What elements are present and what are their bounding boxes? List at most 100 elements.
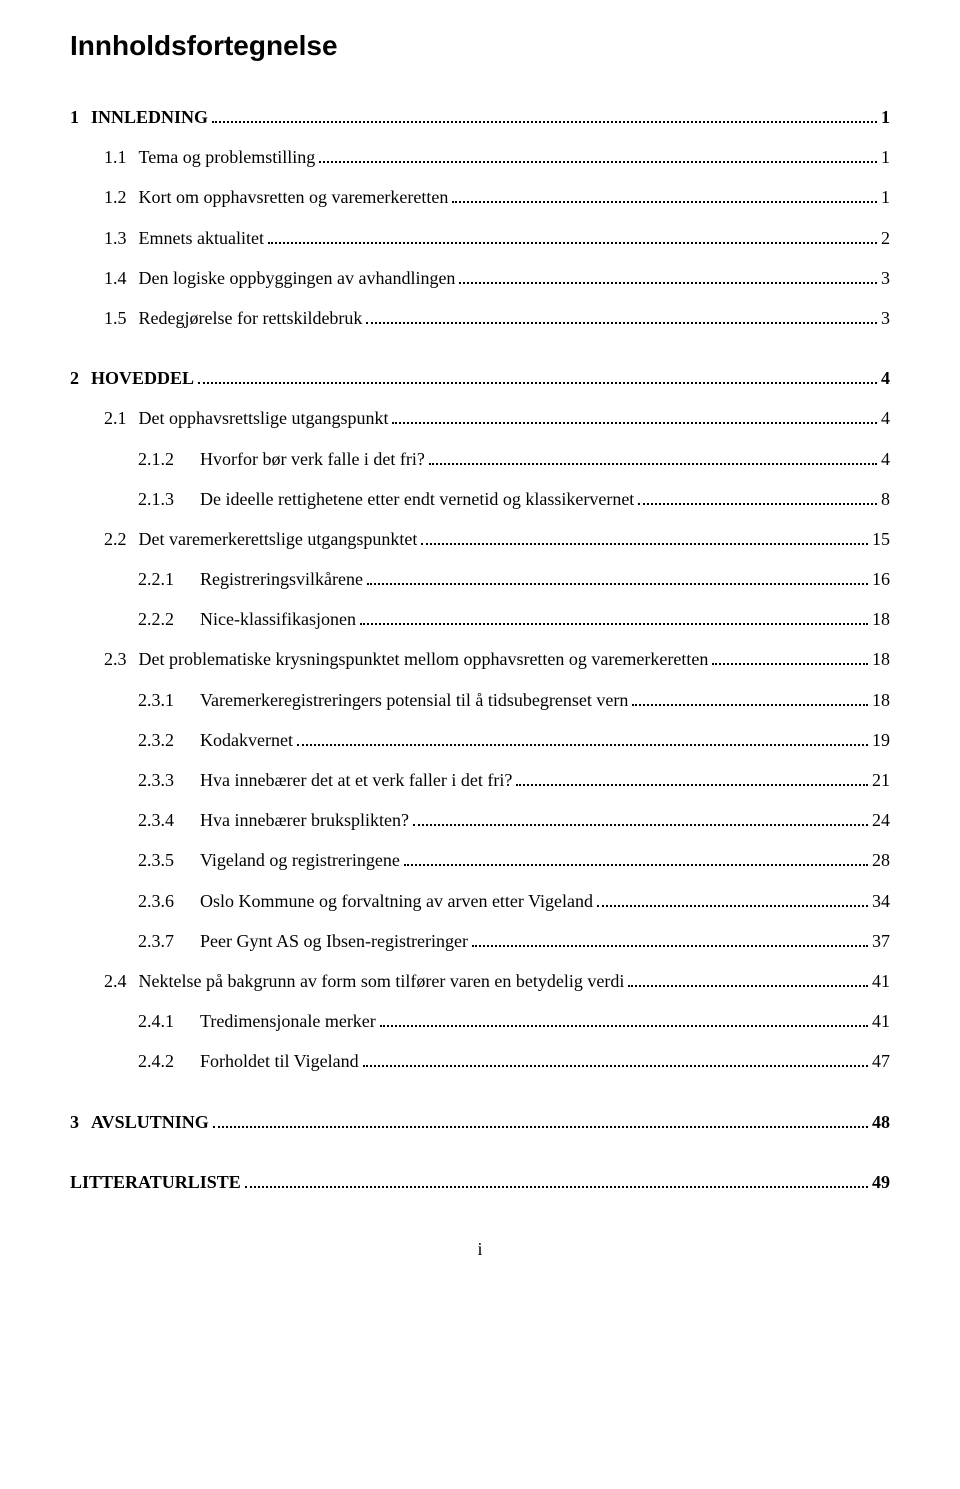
toc-page: 49 bbox=[872, 1165, 890, 1199]
toc-label: Redegjørelse for rettskildebruk bbox=[139, 301, 363, 335]
toc-number: 1.2 bbox=[104, 180, 127, 214]
toc-number: 2.1.2 bbox=[138, 442, 188, 476]
toc-page: 4 bbox=[881, 361, 890, 395]
dot-leader bbox=[472, 931, 868, 947]
toc-entry: 2.2.2 Nice-klassifikasjonen 18 bbox=[70, 602, 890, 636]
toc-label: Det varemerkerettslige utgangspunktet bbox=[139, 522, 418, 556]
dot-leader bbox=[712, 649, 868, 665]
toc-entry: 1.4Den logiske oppbyggingen av avhandlin… bbox=[70, 261, 890, 295]
toc-number: 1.3 bbox=[104, 221, 127, 255]
dot-leader bbox=[198, 368, 877, 384]
page-number: i bbox=[70, 1239, 890, 1260]
toc-number: 2.4.2 bbox=[138, 1044, 188, 1078]
dot-leader bbox=[360, 609, 868, 625]
toc-label: AVSLUTNING bbox=[91, 1105, 209, 1139]
dot-leader bbox=[429, 448, 877, 464]
toc-page: 28 bbox=[872, 843, 890, 877]
toc-page: 3 bbox=[881, 261, 890, 295]
toc-label: Kodakvernet bbox=[200, 723, 293, 757]
toc-entry: 2.3.4Hva innebærer bruksplikten?24 bbox=[70, 803, 890, 837]
toc-number: 2.2.1 bbox=[138, 562, 188, 596]
toc-page: 34 bbox=[872, 884, 890, 918]
toc-page: 1 bbox=[881, 100, 890, 134]
toc-page: 41 bbox=[872, 964, 890, 998]
toc-entry: 1.2Kort om opphavsretten og varemerkeret… bbox=[70, 180, 890, 214]
section-gap bbox=[70, 341, 890, 361]
toc-label: LITTERATURLISTE bbox=[70, 1165, 241, 1199]
toc-page: 2 bbox=[881, 221, 890, 255]
toc-number: 1.4 bbox=[104, 261, 127, 295]
toc-page: 37 bbox=[872, 924, 890, 958]
toc-entry: 2.3.7 Peer Gynt AS og Ibsen-registreringe… bbox=[70, 924, 890, 958]
toc-page: 24 bbox=[872, 803, 890, 837]
toc-entry: 1.3 Emnets aktualitet 2 bbox=[70, 221, 890, 255]
dot-leader bbox=[413, 810, 868, 826]
dot-leader bbox=[268, 227, 877, 243]
toc-page: 41 bbox=[872, 1004, 890, 1038]
toc-number: 2.4 bbox=[104, 964, 127, 998]
toc-entry: 2.4.2Forholdet til Vigeland47 bbox=[70, 1044, 890, 1078]
toc-entry: 2.3.3 Hva innebærer det at et verk faller… bbox=[70, 763, 890, 797]
toc-number: 2.3.3 bbox=[138, 763, 188, 797]
toc-number: 2.3.7 bbox=[138, 924, 188, 958]
toc-number: 2.3.1 bbox=[138, 683, 188, 717]
toc-number: 2.2.2 bbox=[138, 602, 188, 636]
toc-label: De ideelle rettighetene etter endt verne… bbox=[200, 482, 634, 516]
toc-entry: 2.1Det opphavsrettslige utgangspunkt4 bbox=[70, 401, 890, 435]
section-gap bbox=[70, 1085, 890, 1105]
toc-label: Emnets aktualitet bbox=[139, 221, 264, 255]
dot-leader bbox=[212, 107, 877, 123]
toc-page: 8 bbox=[881, 482, 890, 516]
toc-page: 4 bbox=[881, 442, 890, 476]
toc-label: Tredimensjonale merker bbox=[200, 1004, 376, 1038]
toc-number: 1.5 bbox=[104, 301, 127, 335]
toc-number: 3 bbox=[70, 1105, 79, 1139]
toc-label: Registreringsvilkårene bbox=[200, 562, 363, 596]
toc-label: Nice-klassifikasjonen bbox=[200, 602, 356, 636]
toc-page: 16 bbox=[872, 562, 890, 596]
toc-entry: 2.3.1Varemerkeregistreringers potensial … bbox=[70, 683, 890, 717]
toc-entry: 2.4 Nektelse på bakgrunn av form som tilf… bbox=[70, 964, 890, 998]
toc-label: INNLEDNING bbox=[91, 100, 208, 134]
dot-leader bbox=[297, 730, 868, 746]
toc-number: 2 bbox=[70, 361, 79, 395]
toc-page: 19 bbox=[872, 723, 890, 757]
dot-leader bbox=[638, 489, 877, 505]
toc-number: 2.3.5 bbox=[138, 843, 188, 877]
toc-label: Oslo Kommune og forvaltning av arven ett… bbox=[200, 884, 593, 918]
toc-page: 48 bbox=[872, 1105, 890, 1139]
toc-number: 2.3 bbox=[104, 642, 127, 676]
toc-entry: 3 AVSLUTNING 48 bbox=[70, 1105, 890, 1139]
dot-leader bbox=[628, 971, 868, 987]
dot-leader bbox=[404, 850, 868, 866]
toc-label: Peer Gynt AS og Ibsen-registreringer bbox=[200, 924, 468, 958]
dot-leader bbox=[363, 1051, 868, 1067]
table-of-contents: 1 INNLEDNING 1 1.1Tema og problemstilling1 1… bbox=[70, 100, 890, 1199]
dot-leader bbox=[459, 268, 877, 284]
dot-leader bbox=[421, 529, 868, 545]
dot-leader bbox=[516, 770, 868, 786]
dot-leader bbox=[597, 890, 868, 906]
dot-leader bbox=[319, 147, 877, 163]
toc-entry: LITTERATURLISTE 49 bbox=[70, 1165, 890, 1199]
toc-page: 1 bbox=[881, 180, 890, 214]
toc-entry: 2.4.1 Tredimensjonale merker 41 bbox=[70, 1004, 890, 1038]
toc-number: 2.3.6 bbox=[138, 884, 188, 918]
toc-entry: 1.1Tema og problemstilling1 bbox=[70, 140, 890, 174]
toc-page: 18 bbox=[872, 602, 890, 636]
toc-label: Nektelse på bakgrunn av form som tilføre… bbox=[139, 964, 625, 998]
toc-number: 1 bbox=[70, 100, 79, 134]
section-gap bbox=[70, 1145, 890, 1165]
dot-leader bbox=[392, 408, 877, 424]
toc-page: 21 bbox=[872, 763, 890, 797]
dot-leader bbox=[213, 1111, 868, 1127]
toc-label: Forholdet til Vigeland bbox=[200, 1044, 359, 1078]
toc-entry: 2.2.1 Registreringsvilkårene 16 bbox=[70, 562, 890, 596]
toc-entry: 1 INNLEDNING 1 bbox=[70, 100, 890, 134]
toc-entry: 2.3.2Kodakvernet19 bbox=[70, 723, 890, 757]
toc-label: Hva innebærer det at et verk faller i de… bbox=[200, 763, 512, 797]
toc-number: 2.4.1 bbox=[138, 1004, 188, 1038]
dot-leader bbox=[367, 569, 868, 585]
toc-number: 2.1 bbox=[104, 401, 127, 435]
page-title: Innholdsfortegnelse bbox=[70, 30, 890, 62]
